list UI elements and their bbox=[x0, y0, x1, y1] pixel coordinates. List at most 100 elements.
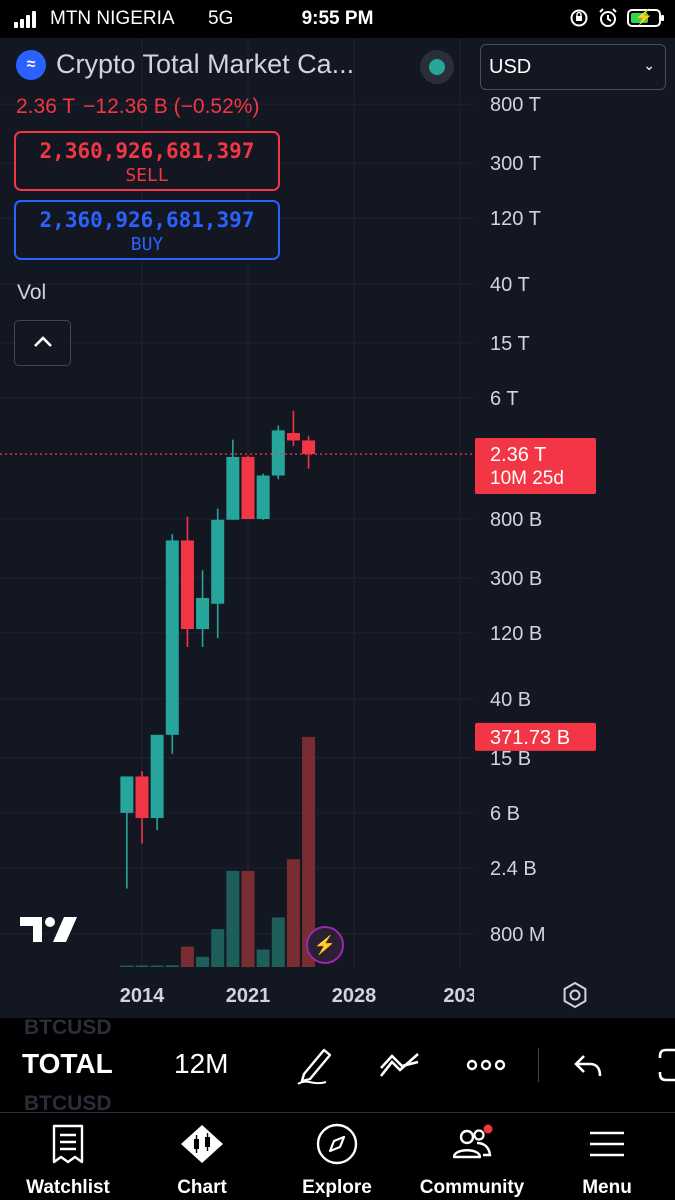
nav-item-menu[interactable]: Menu bbox=[542, 1119, 672, 1199]
last-price-label: 2.36 T bbox=[490, 444, 546, 466]
candle-body bbox=[302, 440, 316, 455]
candle-body bbox=[120, 776, 134, 813]
time-axis-tick: 2014 bbox=[120, 985, 165, 1007]
volume-bar bbox=[196, 956, 210, 967]
volume-bar bbox=[120, 965, 134, 967]
network-type: 5G bbox=[208, 8, 234, 29]
compass-icon bbox=[316, 1123, 358, 1165]
price-axis-tick: 15 B bbox=[490, 748, 531, 770]
candle-body bbox=[286, 432, 300, 441]
volume-bar bbox=[165, 965, 179, 967]
candle-body bbox=[241, 456, 255, 519]
toolbar-divider bbox=[538, 1048, 539, 1082]
candle-body bbox=[196, 597, 210, 630]
price-change-line: 2.36 T −12.36 B (−0.52%) bbox=[16, 95, 259, 119]
nav-item-explore[interactable]: Explore bbox=[272, 1119, 402, 1199]
sell-price: 2,360,926,681,397 bbox=[39, 139, 255, 163]
volume-bar bbox=[211, 929, 225, 967]
orientation-lock-icon bbox=[570, 9, 588, 27]
symbol-name[interactable]: Crypto Total Market Ca... bbox=[56, 49, 355, 79]
chart-settings-icon[interactable] bbox=[561, 981, 589, 1009]
fullscreen-icon[interactable] bbox=[654, 1044, 675, 1086]
carrier-name: MTN NIGERIA bbox=[50, 8, 175, 29]
price-axis-tick: 40 T bbox=[490, 274, 530, 296]
buy-price: 2,360,926,681,397 bbox=[39, 208, 255, 232]
candle-body bbox=[256, 475, 270, 519]
more-icon[interactable] bbox=[464, 1044, 508, 1086]
last-volume-label: 371.73 B bbox=[490, 727, 570, 749]
nav-label-explore: Explore bbox=[302, 1177, 372, 1198]
nav-label-community: Community bbox=[419, 1177, 525, 1198]
tradingview-logo-icon bbox=[20, 917, 77, 942]
symbol-header[interactable]: ≈ Crypto Total Market Ca... bbox=[16, 49, 354, 80]
time-axis-tick: 2028 bbox=[332, 985, 377, 1007]
chevron-up-icon bbox=[34, 336, 52, 347]
price-axis-tick: 2.4 B bbox=[490, 858, 537, 880]
sell-button[interactable]: 2,360,926,681,397 SELL bbox=[14, 131, 280, 191]
price-axis-tick: 120 T bbox=[490, 208, 541, 230]
volume-indicator-label[interactable]: Vol bbox=[17, 281, 47, 304]
chart-area[interactable]: 800 T 300 T 120 T 40 T 15 T 6 T 800 B 300 B 120 … bbox=[0, 38, 675, 1018]
ghost-symbol: BTCUSD bbox=[24, 1016, 112, 1039]
nav-item-watchlist[interactable]: Watchlist bbox=[3, 1119, 133, 1199]
candle-body bbox=[150, 734, 164, 819]
nav-label-chart: Chart bbox=[177, 1177, 227, 1198]
price-axis-tick: 300 B bbox=[490, 568, 542, 590]
last-volume-tag bbox=[475, 722, 596, 751]
candle-body bbox=[135, 776, 149, 819]
nav-item-chart[interactable]: Chart bbox=[137, 1119, 267, 1199]
price-axis-tick: 15 T bbox=[490, 333, 530, 355]
volume-bar bbox=[135, 965, 149, 967]
candle-body bbox=[271, 430, 285, 476]
watchlist-icon bbox=[52, 1124, 84, 1164]
ghost-symbol: BTCUSD bbox=[24, 1092, 112, 1115]
price-axis-tick: 800 M bbox=[490, 924, 546, 946]
candle-body bbox=[180, 540, 194, 630]
price-axis-tick: 120 B bbox=[490, 623, 542, 645]
nav-label-watchlist: Watchlist bbox=[26, 1177, 110, 1198]
indicators-icon[interactable] bbox=[378, 1044, 424, 1086]
status-bar: MTN NIGERIA 5G 9:55 PM ⚡ bbox=[0, 0, 675, 38]
time-axis-tick: 203 bbox=[443, 985, 476, 1007]
community-icon bbox=[452, 1124, 493, 1159]
bar-countdown: 10M 25d bbox=[490, 468, 564, 489]
price-axis-tick: 800 B bbox=[490, 509, 542, 531]
cryptocap-logo-icon: ≈ bbox=[16, 49, 46, 80]
volume-bar bbox=[302, 736, 316, 967]
buy-label: BUY bbox=[130, 234, 164, 255]
interval-button[interactable]: 12M bbox=[174, 1048, 229, 1079]
bottom-navigation: Watchlist Chart Explore bbox=[0, 1112, 675, 1200]
price-axis-tick: 300 T bbox=[490, 153, 541, 175]
alarm-icon bbox=[599, 8, 617, 27]
market-status-icon[interactable] bbox=[420, 50, 454, 84]
collapse-legend-button[interactable] bbox=[14, 320, 71, 366]
drawing-pen-icon[interactable] bbox=[296, 1044, 336, 1086]
battery-icon: ⚡ bbox=[627, 9, 664, 27]
price-change: −12.36 B (−0.52%) bbox=[83, 95, 260, 118]
sell-label: SELL bbox=[125, 165, 169, 186]
volume-bar bbox=[241, 870, 255, 967]
chart-toolbar: BTCUSD BTCUSD TOTAL 12M bbox=[0, 1016, 675, 1115]
chevron-down-icon: ⌄ bbox=[643, 57, 655, 73]
chart-icon bbox=[181, 1125, 223, 1163]
candle-body bbox=[211, 519, 225, 604]
price-axis-tick: 6 B bbox=[490, 803, 520, 825]
currency-value: USD bbox=[489, 56, 532, 78]
currency-select[interactable]: USD ⌄ bbox=[480, 44, 666, 90]
flash-icon[interactable]: ⚡ bbox=[306, 926, 344, 964]
price-axis-tick: 40 B bbox=[490, 689, 531, 711]
undo-icon[interactable] bbox=[572, 1044, 606, 1086]
status-time: 9:55 PM bbox=[301, 8, 374, 29]
chart-canvas[interactable]: 800 T 300 T 120 T 40 T 15 T 6 T 800 B 300 B 120 … bbox=[0, 38, 675, 1018]
volume-bar bbox=[150, 965, 164, 967]
candle-body bbox=[226, 456, 240, 520]
volume-bar bbox=[180, 946, 194, 967]
nav-item-community[interactable]: Community bbox=[407, 1119, 537, 1199]
signal-strength-icon bbox=[14, 10, 38, 28]
price-axis-tick: 800 T bbox=[490, 94, 541, 116]
volume-bar bbox=[286, 859, 300, 967]
buy-button[interactable]: 2,360,926,681,397 BUY bbox=[14, 200, 280, 260]
symbol-button[interactable]: TOTAL bbox=[22, 1048, 113, 1079]
nav-label-menu: Menu bbox=[582, 1177, 632, 1198]
axis-mask bbox=[474, 978, 554, 1014]
